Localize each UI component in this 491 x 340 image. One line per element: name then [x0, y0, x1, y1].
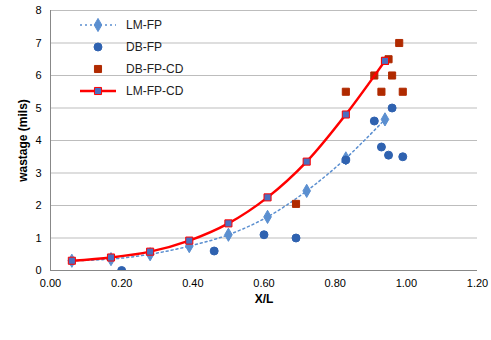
- svg-text:wastage (mils): wastage (mils): [16, 99, 30, 183]
- svg-text:1.20: 1.20: [467, 277, 488, 289]
- svg-text:6: 6: [35, 69, 41, 81]
- html-text:DB-FP: DB-FP: [126, 40, 162, 54]
- svg-text:4: 4: [35, 134, 41, 146]
- svg-text:0: 0: [35, 264, 41, 276]
- svg-text:X/L: X/L: [255, 292, 274, 306]
- svg-text:0.20: 0.20: [111, 277, 132, 289]
- svg-text:0.00: 0.00: [40, 277, 61, 289]
- svg-text:1: 1: [35, 232, 41, 244]
- svg-text:0.40: 0.40: [182, 277, 203, 289]
- svg-text:1.00: 1.00: [396, 277, 417, 289]
- svg-text:8: 8: [35, 4, 41, 16]
- html-text:LM-FP-CD: LM-FP-CD: [126, 84, 184, 98]
- svg-text:3: 3: [35, 167, 41, 179]
- svg-text:7: 7: [35, 37, 41, 49]
- html-text:DB-FP-CD: DB-FP-CD: [126, 62, 184, 76]
- svg-text:5: 5: [35, 102, 41, 114]
- html-text:LM-FP: LM-FP: [126, 18, 162, 32]
- svg-text:0.60: 0.60: [253, 277, 274, 289]
- svg-text:0.80: 0.80: [324, 277, 345, 289]
- svg-text:2: 2: [35, 199, 41, 211]
